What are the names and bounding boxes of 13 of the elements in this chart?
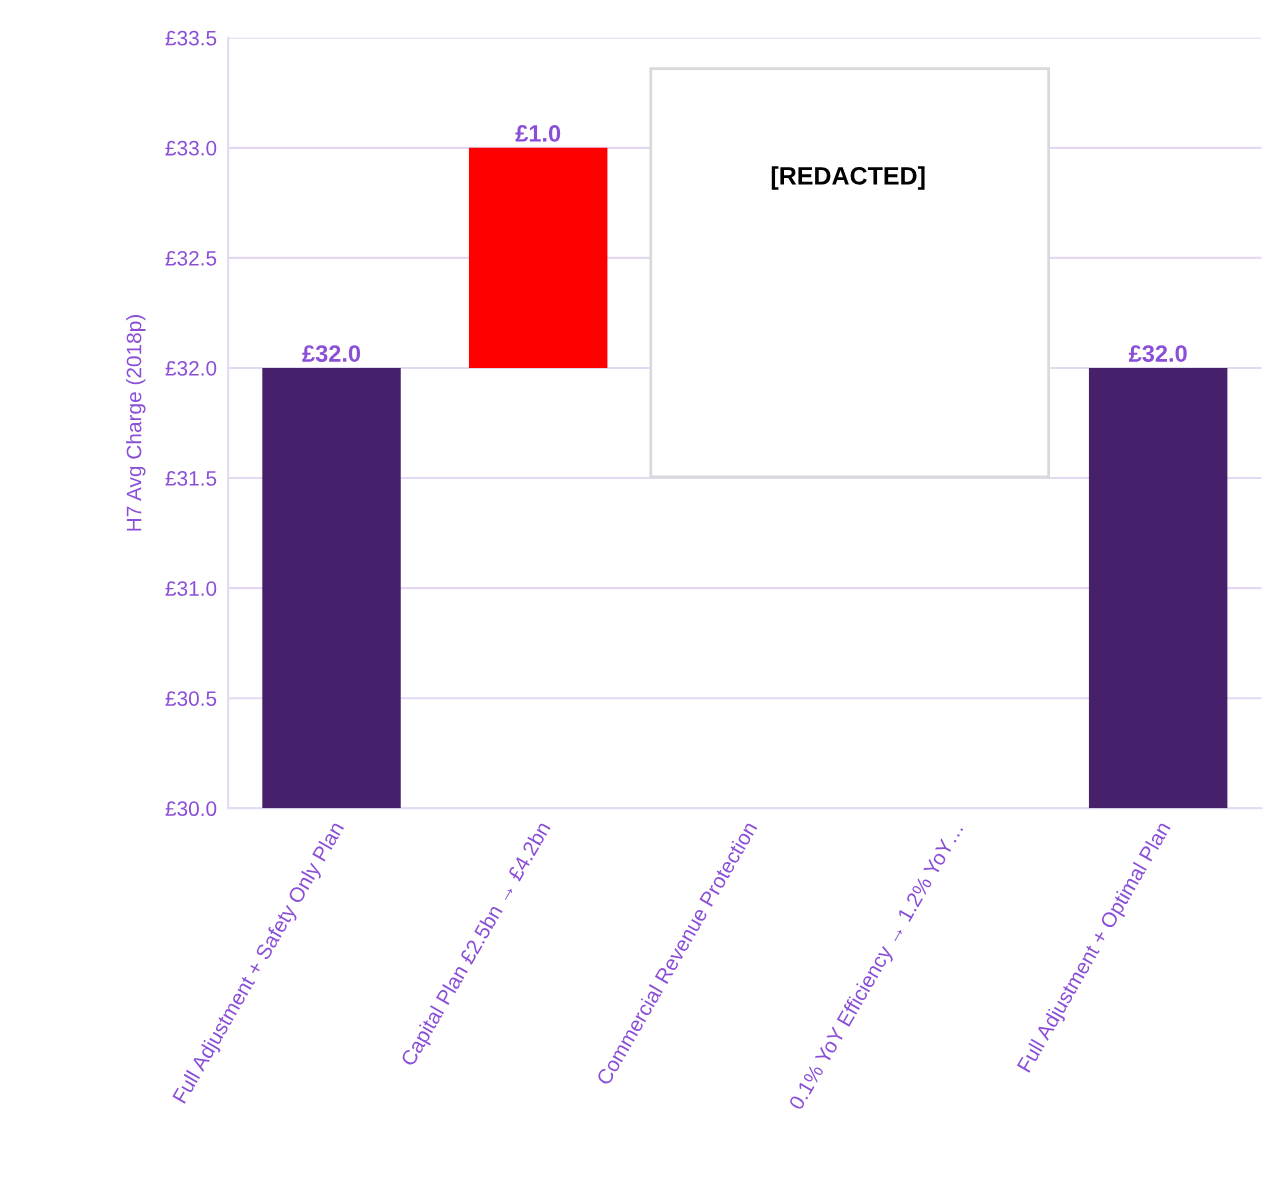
data-label: £32.0 xyxy=(1128,345,1187,362)
y-tick-label: £32.5 xyxy=(165,250,217,266)
y-tick-label: £33.5 xyxy=(165,30,217,46)
y-axis-title: H7 Avg Charge (2018p) xyxy=(126,315,146,531)
y-tick-label: £30.5 xyxy=(165,691,217,706)
y-tick-label: £33.0 xyxy=(165,140,217,156)
y-tick-label: £31.5 xyxy=(165,471,217,486)
annotation: [REDACTED] xyxy=(771,166,925,190)
y-tick-label: £31.0 xyxy=(165,581,217,596)
y-tick-label: £30.0 xyxy=(165,801,217,817)
data-label: £1.0 xyxy=(515,125,561,142)
y-tick-label: £32.0 xyxy=(165,360,217,376)
data-label: £32.0 xyxy=(302,345,361,362)
